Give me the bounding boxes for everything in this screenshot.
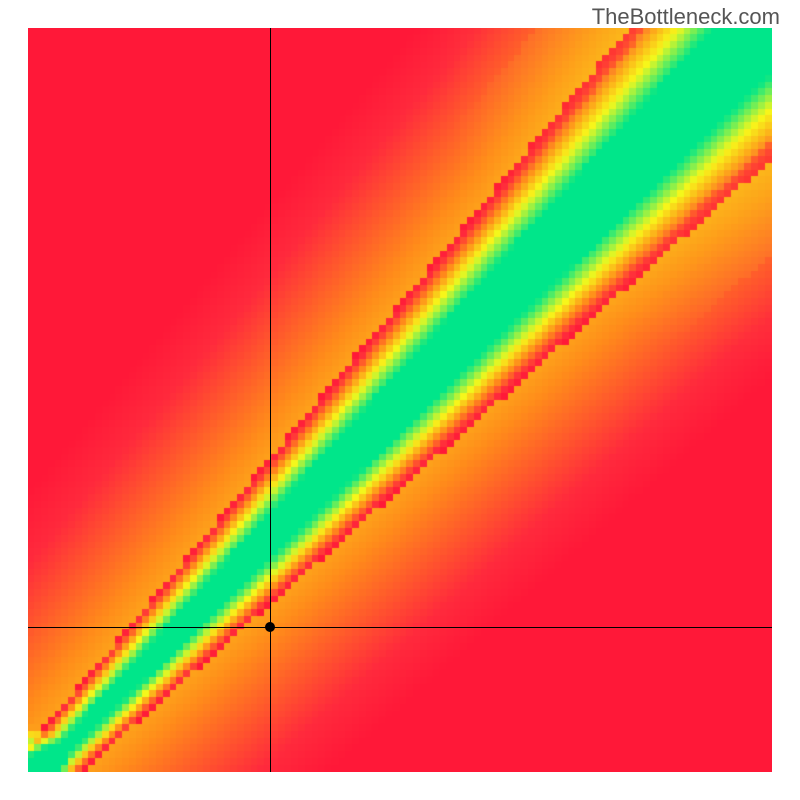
heatmap-canvas [28, 28, 772, 772]
marker-dot [265, 622, 275, 632]
watermark-text: TheBottleneck.com [592, 4, 780, 30]
crosshair-horizontal [28, 627, 772, 628]
plot-area [28, 28, 772, 772]
crosshair-vertical [270, 28, 271, 772]
chart-container: TheBottleneck.com [0, 0, 800, 800]
